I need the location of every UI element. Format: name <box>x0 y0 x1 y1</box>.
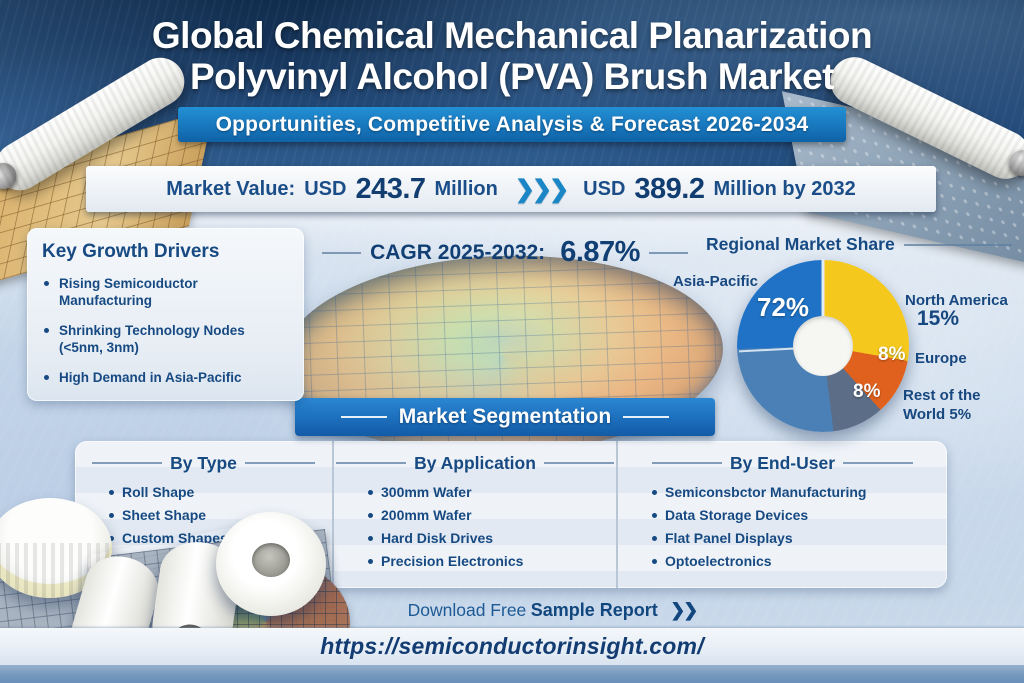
content-area: Key Growth Drivers Rising Semicoıductor … <box>0 212 1024 683</box>
list-item: Semiconsbctor Manufacturing <box>650 484 939 500</box>
segment-column-title: By End-User <box>729 452 836 473</box>
pie-label-rest-of-world: 8% <box>853 381 881 402</box>
divider-line <box>336 462 407 464</box>
regional-market-share-header: Regional Market Share <box>706 234 1012 255</box>
download-prefix-text: Download Free <box>407 600 527 620</box>
divider-line <box>543 462 614 464</box>
header-band: Global Chemical Mechanical Planarization… <box>0 0 1024 294</box>
legend-north-america-value: 15% <box>917 307 960 330</box>
market-value-label: Market Value: <box>166 177 296 200</box>
segment-column-title: By Type <box>170 452 237 473</box>
segmentation-panel: By Type Roll Shape Sheet Shape Custom Sh… <box>75 441 947 588</box>
roller-bolt-icon <box>1005 145 1024 181</box>
cagr-label: CAGR 2025-2032: <box>370 240 546 264</box>
website-url-bar: https://semiconductorinsight.com/ <box>0 628 1024 665</box>
list-item: Sheet Shape <box>107 507 324 523</box>
download-report-link[interactable]: Download Free Sample Report ❯❯ <box>80 600 1024 621</box>
key-growth-drivers-title: Key Growth Drivers <box>42 241 220 262</box>
usd-prefix-future: USD <box>583 177 626 200</box>
pie-slice-gap <box>821 259 825 317</box>
list-item: Data Storage Devices <box>650 507 939 523</box>
divider-line <box>648 251 689 254</box>
page-title-line1: Global Chemical Mechanical Planarization <box>151 15 873 56</box>
divider-line <box>340 416 387 418</box>
segment-item-list: Semiconsbctor Manufacturing Data Storage… <box>618 478 947 569</box>
list-item: Shrinking Technology Nodes (<5nm, 3nm) <box>42 322 289 356</box>
market-value-future: 389.2 <box>634 172 705 205</box>
usd-prefix-current: USD <box>304 177 347 200</box>
divider-line <box>903 243 1012 246</box>
growth-arrow-icon: ❯❯❯ <box>514 175 569 203</box>
legend-europe: Europe <box>915 350 967 367</box>
list-item: 300mm Wafer <box>366 484 608 500</box>
pie-chart: 72% 8% 8% <box>737 259 909 432</box>
legend-north-america: North America <box>905 292 1008 309</box>
cagr-value: 6.87% <box>560 236 640 268</box>
segment-column-by-end-user: By End-User Semiconsbctor Manufacturing … <box>616 441 947 588</box>
pie-label-asia-pacific: 72% <box>757 292 810 322</box>
list-item: Roll Shape <box>107 484 324 500</box>
download-bold-text: Sample Report <box>530 600 658 620</box>
divider-line <box>651 462 722 464</box>
subtitle-text: Opportunities, Competitive Analysis & Fo… <box>215 112 809 136</box>
pie-donut-hole <box>793 316 853 376</box>
segment-column-title: By Application <box>414 452 536 473</box>
bottom-edge-strip <box>0 665 1024 683</box>
segment-column-by-application: By Application 300mm Wafer 200mm Wafer H… <box>332 441 616 588</box>
market-value-current: 243.7 <box>355 172 426 205</box>
divider-line <box>244 462 315 464</box>
list-item: Flat Panel Displays <box>650 530 939 546</box>
download-arrow-icon: ❯❯ <box>670 600 698 620</box>
market-value-future-unit: Million by 2032 <box>713 177 856 200</box>
legend-rest-of-world: Rest of the World 5% <box>903 387 981 423</box>
market-segmentation-banner: Market Segmentation <box>295 398 715 436</box>
list-item: Rising Semicoıductor Manufacturing <box>42 275 289 309</box>
regional-market-share-title: Regional Market Share <box>706 234 895 254</box>
segment-item-list: 300mm Wafer 200mm Wafer Hard Disk Drives… <box>334 478 616 569</box>
divider-line <box>322 251 362 254</box>
roller-bolt-icon <box>0 158 22 194</box>
market-value-bar: Market Value: USD 243.7 Million ❯❯❯ USD … <box>86 166 936 212</box>
legend-asia-pacific: Asia-Pacific <box>672 273 758 290</box>
key-growth-drivers-panel: Key Growth Drivers Rising Semicoıductor … <box>27 228 304 401</box>
pie-label-europe: 8% <box>878 344 906 365</box>
market-segmentation-title: Market Segmentation <box>398 405 612 428</box>
segment-column-header: By End-User <box>618 448 947 478</box>
divider-line <box>623 416 670 418</box>
list-item: Precision Electronics <box>366 553 608 569</box>
list-item: Hard Disk Drives <box>366 530 608 546</box>
divider-line <box>843 462 914 464</box>
divider-line <box>92 462 163 464</box>
pva-brush-donut-image <box>216 512 326 616</box>
list-item: 200mm Wafer <box>366 507 608 523</box>
website-url-link[interactable]: https://semiconductorinsight.com/ <box>320 633 704 659</box>
cagr-row: CAGR 2025-2032: 6.87% <box>322 236 689 269</box>
page-title-line2: Polyvinyl Alcohol (PVA) Brush Market <box>189 56 835 97</box>
market-value-current-unit: Million <box>434 177 498 200</box>
page-title: Global Chemical Mechanical Planarization… <box>0 15 1024 97</box>
subtitle-banner: Opportunities, Competitive Analysis & Fo… <box>178 107 846 142</box>
segment-column-header: By Type <box>75 448 332 478</box>
key-growth-drivers-list: Rising Semicoıductor Manufacturing Shrin… <box>42 275 289 386</box>
list-item: High Demand in Asia-Pacific <box>42 369 289 386</box>
list-item: Optoelectronics <box>650 553 939 569</box>
segment-column-header: By Application <box>334 448 616 478</box>
